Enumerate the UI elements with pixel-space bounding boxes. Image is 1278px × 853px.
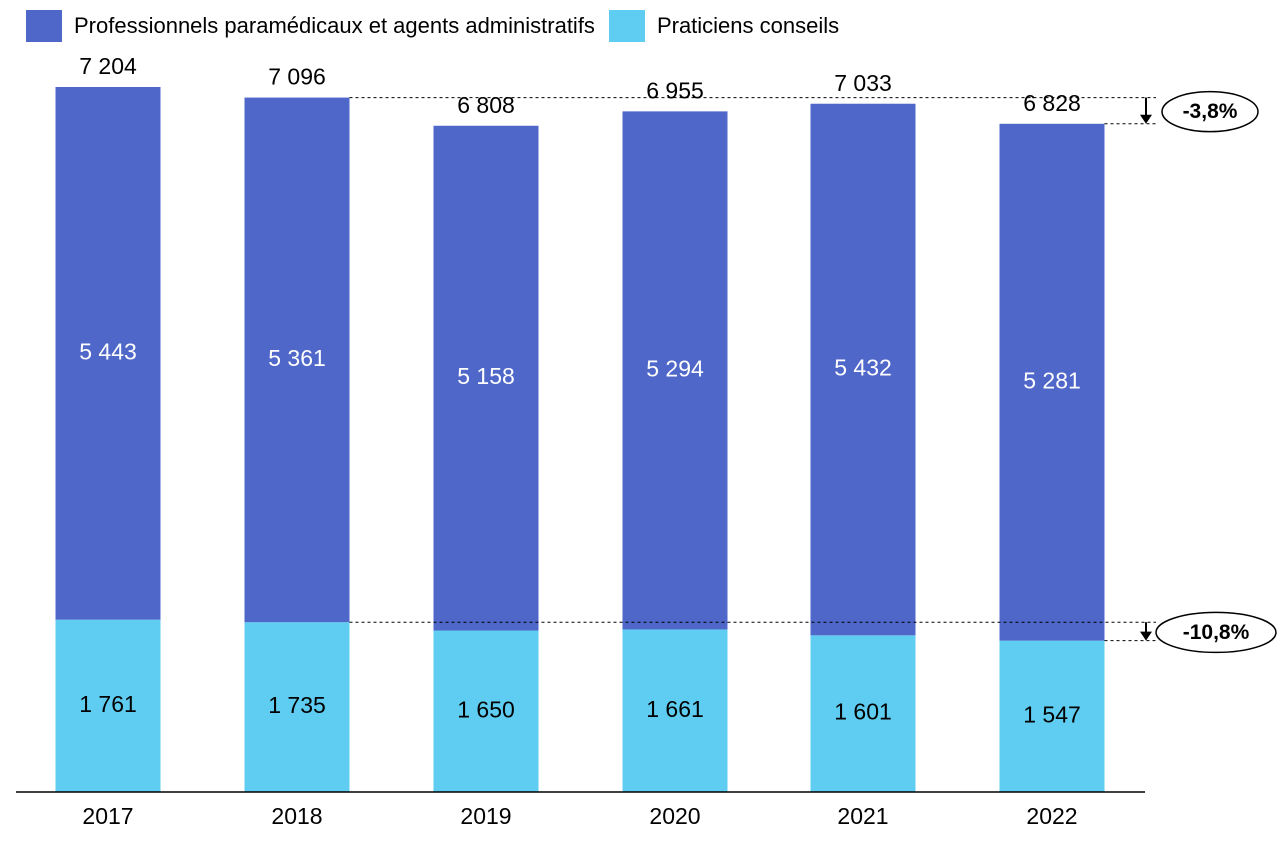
total-label-2021: 7 033	[834, 70, 892, 96]
value-label-professionnels-2022: 5 281	[1023, 367, 1081, 393]
x-tick-label-2021: 2021	[837, 803, 888, 829]
bar-professionnels-2018	[244, 97, 350, 623]
legend: Professionnels paramédicaux et agents ad…	[26, 10, 839, 42]
total-label-2019: 6 808	[457, 92, 515, 118]
value-label-praticiens-2020: 1 661	[646, 696, 704, 722]
value-label-professionnels-2017: 5 443	[79, 338, 137, 364]
x-tick-label-2019: 2019	[460, 803, 511, 829]
value-label-professionnels-2019: 5 158	[457, 363, 515, 389]
legend-label-professionnels: Professionnels paramédicaux et agents ad…	[74, 13, 595, 38]
legend-label-praticiens: Praticiens conseils	[656, 13, 840, 38]
value-label-professionnels-2021: 5 432	[834, 355, 892, 381]
total-label-2020: 6 955	[646, 77, 704, 103]
total-label-2018: 7 096	[268, 64, 326, 90]
legend-swatch-professionnels	[26, 10, 62, 42]
arrow-total-head	[1140, 114, 1152, 124]
value-label-professionnels-2020: 5 294	[646, 355, 704, 381]
arrow-praticiens-head	[1140, 631, 1152, 641]
legend-swatch-praticiens	[608, 10, 645, 42]
bar-professionnels-2020	[622, 111, 728, 630]
value-label-praticiens-2018: 1 735	[268, 692, 326, 718]
bar-professionnels-2021	[810, 103, 916, 636]
value-label-professionnels-2018: 5 361	[268, 345, 326, 371]
annotation-total-change-text: -3,8%	[1183, 100, 1238, 123]
bar-professionnels-2017	[55, 87, 161, 620]
value-label-praticiens-2022: 1 547	[1023, 701, 1081, 727]
annotation-total-change-ellipse	[1161, 90, 1259, 133]
total-label-2017: 7 204	[79, 53, 137, 79]
legend-item-praticiens: Praticiens conseils	[608, 10, 840, 42]
x-tick-label-2022: 2022	[1026, 803, 1077, 829]
bar-praticiens-2019	[433, 630, 539, 792]
annotation-praticiens-change-ellipse	[1155, 611, 1277, 654]
value-label-praticiens-2017: 1 761	[79, 691, 137, 717]
annotation-praticiens-change-text: -10,8%	[1183, 621, 1250, 644]
bar-professionnels-2019	[433, 125, 539, 631]
bar-praticiens-2022	[999, 640, 1105, 792]
bar-praticiens-2017	[55, 619, 161, 792]
value-label-praticiens-2019: 1 650	[457, 696, 515, 722]
bar-praticiens-2018	[244, 622, 350, 792]
bar-praticiens-2020	[622, 629, 728, 792]
x-tick-label-2020: 2020	[649, 803, 700, 829]
x-tick-label-2018: 2018	[271, 803, 322, 829]
value-label-praticiens-2021: 1 601	[834, 699, 892, 725]
total-label-2022: 6 828	[1023, 90, 1081, 116]
bar-praticiens-2021	[810, 635, 916, 792]
legend-item-professionnels: Professionnels paramédicaux et agents ad…	[26, 10, 595, 42]
x-tick-label-2017: 2017	[82, 803, 133, 829]
bar-professionnels-2022	[999, 123, 1105, 641]
